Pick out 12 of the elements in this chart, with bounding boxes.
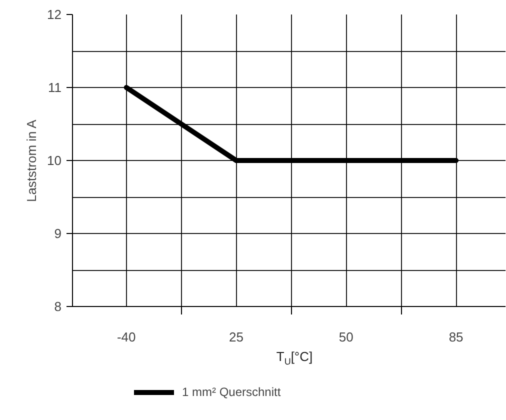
y-tick-label: 11 xyxy=(48,80,62,95)
x-axis-title: T$_{U}$[°C] xyxy=(276,348,313,368)
y-tick-label: 10 xyxy=(47,153,62,168)
x-tick-label: 50 xyxy=(338,330,354,344)
x-tick-label: 25 xyxy=(229,330,244,344)
y-axis-title: Laststrom in A xyxy=(24,119,40,202)
legend-label: 1 mm² Querschnitt xyxy=(182,385,281,399)
y-tick-label: 9 xyxy=(54,226,62,241)
y-tick-label: 12 xyxy=(47,7,62,22)
y-tick-label: 8 xyxy=(54,299,62,314)
x-tick-label: 85 xyxy=(448,330,464,344)
x-tick-label: -40 xyxy=(116,330,136,344)
